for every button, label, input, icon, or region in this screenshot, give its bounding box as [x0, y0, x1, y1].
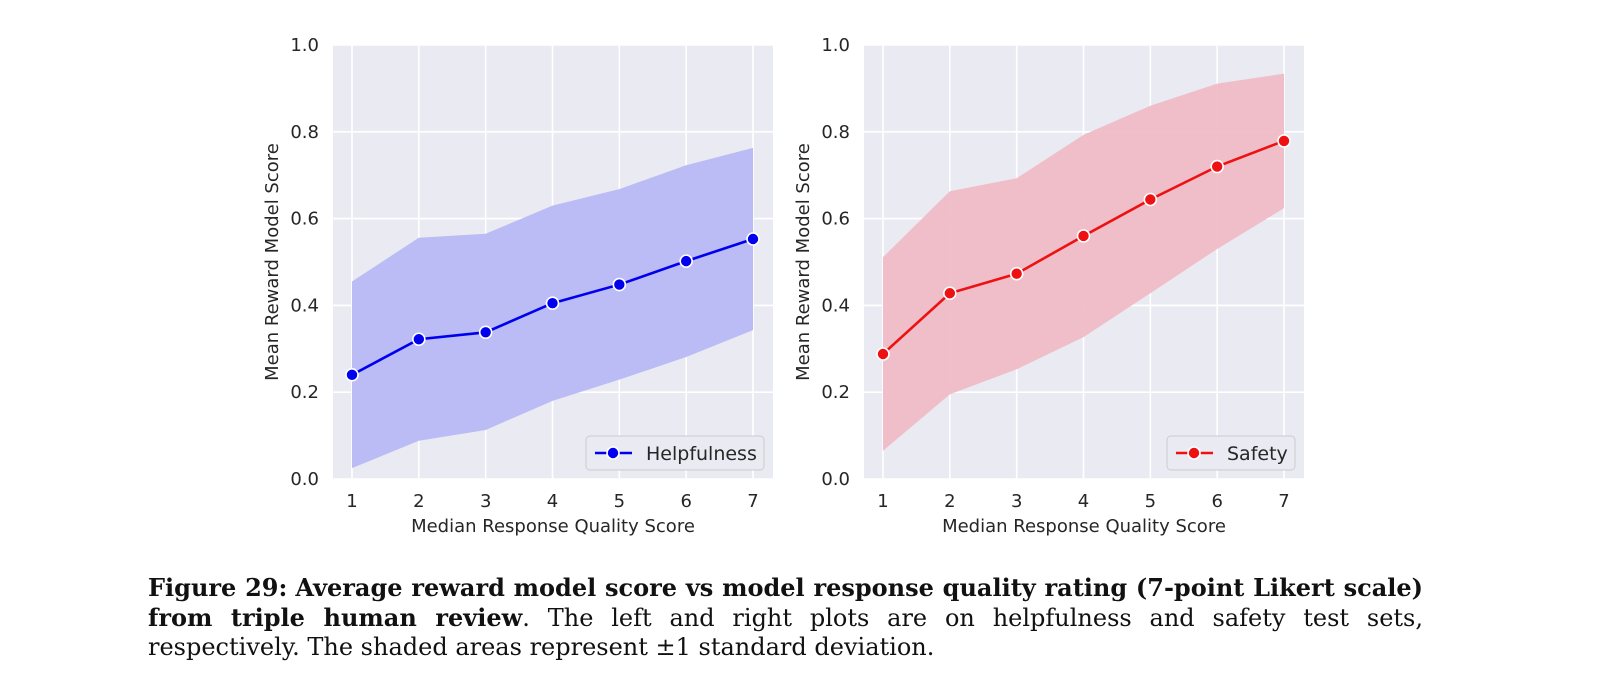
legend-label: Helpfulness [646, 443, 757, 465]
data-point [612, 277, 627, 292]
caption-label: Figure 29: [148, 573, 288, 602]
y-tick-label: 0.2 [821, 382, 850, 403]
legend-box [585, 435, 765, 471]
x-tick-label: 3 [480, 491, 491, 512]
legend-label: Safety [1227, 443, 1288, 465]
y-tick-label: 0.4 [821, 295, 850, 316]
caption-bold-text: Average reward model score vs model resp… [148, 573, 1423, 632]
x-tick-label: 2 [413, 491, 424, 512]
data-point [746, 232, 760, 246]
data-point [1277, 134, 1291, 148]
y-tick-label: 0.2 [290, 382, 319, 403]
y-tick-label: 0.8 [821, 122, 850, 143]
data-point [545, 296, 560, 311]
x-tick-label: 7 [1278, 491, 1289, 512]
x-tick-label: 6 [1211, 491, 1222, 512]
x-tick-label: 5 [1145, 491, 1156, 512]
figure-caption: Figure 29: Average reward model score vs… [148, 573, 1423, 662]
helpfulness-chart: 0.0 0.2 0.4 0.6 0.8 1.0 1 2 3 4 5 6 7 Median Response… [262, 35, 773, 537]
y-tick-label: 0.8 [290, 122, 319, 143]
legend-box [1166, 435, 1296, 471]
safety-chart: 0.0 0.2 0.4 0.6 0.8 1.0 1 2 3 4 5 6 7 Median Response… [793, 35, 1304, 537]
data-point [1210, 159, 1224, 174]
y-axis-label: Mean Reward Model Score [262, 143, 283, 381]
legend-marker [606, 446, 620, 460]
x-tick-label: 1 [877, 491, 888, 512]
y-tick-label: 0.0 [821, 469, 850, 490]
x-tick-label: 4 [1078, 491, 1089, 512]
data-point [1143, 192, 1158, 207]
x-tick-label: 7 [747, 491, 758, 512]
y-tick-label: 0.0 [290, 469, 319, 490]
data-point [478, 325, 493, 340]
x-tick-label: 6 [680, 491, 691, 512]
data-point [1009, 266, 1024, 281]
y-tick-label: 0.6 [290, 209, 319, 230]
data-point [943, 286, 957, 301]
y-tick-label: 0.6 [821, 209, 850, 230]
x-axis-label: Median Response Quality Score [942, 516, 1226, 537]
data-point [345, 368, 359, 382]
std-band [883, 73, 1284, 451]
x-tick-label: 5 [614, 491, 625, 512]
legend-marker [1187, 446, 1201, 460]
caption-body-text: . The left and right plots are on helpfu… [148, 604, 1423, 661]
x-tick-label: 2 [944, 491, 955, 512]
y-tick-label: 1.0 [290, 35, 319, 56]
x-tick-label: 3 [1011, 491, 1022, 512]
data-point [679, 254, 693, 268]
x-tick-label: 1 [346, 491, 357, 512]
y-tick-label: 1.0 [821, 35, 850, 56]
x-axis-label: Median Response Quality Score [411, 516, 695, 537]
y-axis-label: Mean Reward Model Score [793, 143, 814, 381]
data-point [1076, 229, 1091, 243]
x-tick-label: 4 [547, 491, 558, 512]
data-point [876, 347, 890, 361]
data-point [412, 332, 426, 347]
y-tick-label: 0.4 [290, 295, 319, 316]
